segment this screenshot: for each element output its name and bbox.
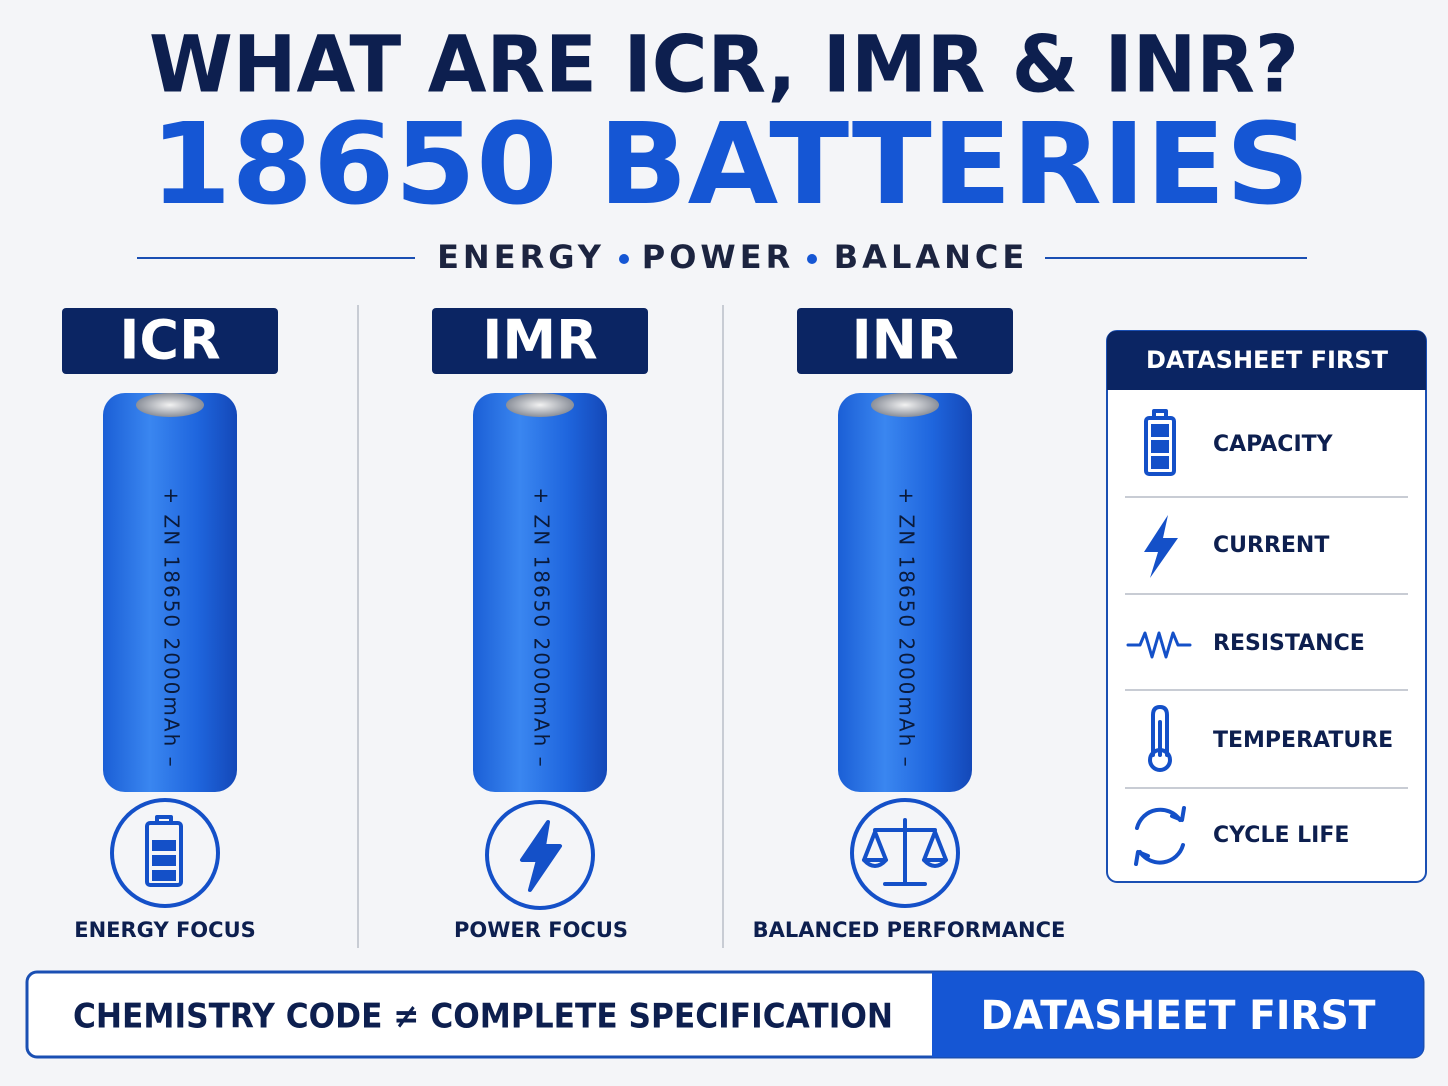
focus-label: BALANCED PERFORMANCE <box>753 918 1066 942</box>
label-box <box>797 308 1013 374</box>
label-box <box>62 308 278 374</box>
column-label: ICR <box>119 309 220 372</box>
sidebar-item: TEMPERATURE <box>1213 728 1393 753</box>
tag: ENERGY <box>437 238 605 276</box>
sidebar-title: DATASHEET FIRST <box>1146 346 1389 374</box>
battery-print: + ZN 18650 2000mAh – <box>530 487 554 768</box>
tag: BALANCE <box>834 238 1028 276</box>
sidebar-item: RESISTANCE <box>1213 631 1365 656</box>
columns: ICR + ZN 18650 2000mAh – ENERGY FOCUS IMR + … <box>62 308 1065 942</box>
icon-capacity <box>1144 409 1176 476</box>
battery-cap <box>871 393 939 417</box>
column-label: INR <box>852 309 959 372</box>
separators <box>1125 496 1408 789</box>
label-box <box>432 308 648 374</box>
column-label: IMR <box>482 309 597 372</box>
icon-cycle <box>1134 806 1186 866</box>
battery <box>838 393 972 792</box>
footer-left: CHEMISTRY CODE ≠ COMPLETE SPECIFICATION <box>73 997 893 1037</box>
battery-cap <box>136 393 204 417</box>
sidebar-item: CAPACITY <box>1213 432 1334 457</box>
sidebar-item: CURRENT <box>1213 533 1329 558</box>
subtitle: 18650 BATTERIES <box>150 100 1310 230</box>
battery-print: + ZN 18650 2000mAh – <box>160 487 184 768</box>
icon-lightning <box>485 800 595 910</box>
battery-print: + ZN 18650 2000mAh – <box>895 487 919 768</box>
icon-battery <box>110 798 220 908</box>
dot <box>619 254 629 264</box>
focus-label: POWER FOCUS <box>454 918 628 942</box>
dot <box>807 254 817 264</box>
sidebar-header <box>1107 331 1426 390</box>
footer-highlight <box>932 972 1423 1057</box>
battery <box>103 393 237 792</box>
battery <box>473 393 607 792</box>
focus-label: ENERGY FOCUS <box>74 918 256 942</box>
title: WHAT ARE ICR, IMR & INR? <box>149 20 1299 110</box>
icon-current <box>1144 515 1178 578</box>
footer-right: DATASHEET FIRST <box>981 993 1377 1039</box>
battery-cap <box>506 393 574 417</box>
icon-scale <box>850 798 960 908</box>
tag: POWER <box>642 238 794 276</box>
sidebar-item: CYCLE LIFE <box>1213 823 1349 848</box>
icon-resistance <box>1126 631 1192 659</box>
icon-temperature <box>1148 705 1172 772</box>
